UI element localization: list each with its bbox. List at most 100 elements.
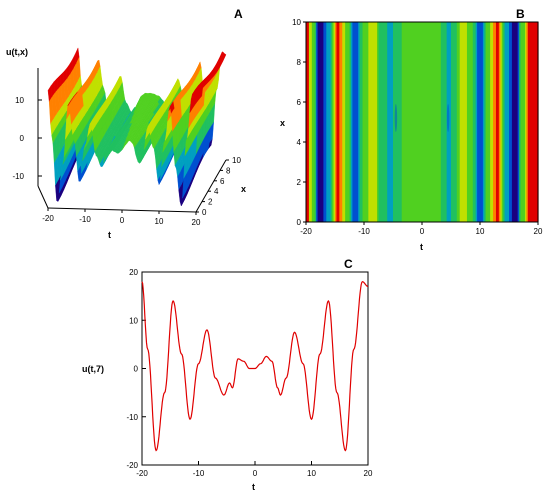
heatmap-plot-b: -20 -10 0 10 20 0 2 4 6 8 10 B t x: [280, 7, 543, 252]
heatmap-cell: [307, 22, 310, 222]
heatmap-cell: [497, 22, 500, 222]
heatmap-cell: [411, 22, 414, 222]
heatmap-cell: [468, 22, 471, 222]
a-x-tick-label: 4: [214, 187, 219, 196]
a-x-tick-label: 0: [202, 208, 207, 217]
a-z-tick-label: 10: [15, 96, 24, 105]
heatmap-cell: [443, 22, 446, 222]
heatmap-cell: [337, 22, 340, 222]
heatmap-cell: [490, 22, 493, 222]
heatmap-cell: [382, 22, 385, 222]
heatmap-cell: [343, 22, 346, 222]
a-z-tick-label: -10: [12, 172, 24, 181]
heatmap-cell: [456, 22, 459, 222]
heatmap-cell: [475, 22, 478, 222]
c-x-tick-label: 0: [253, 469, 258, 478]
c-x-tick-label: 10: [307, 469, 316, 478]
panel-label-c: C: [344, 257, 353, 271]
heatmap-cell: [397, 22, 400, 222]
heatmap-cell: [429, 22, 432, 222]
heatmap-cell: [404, 22, 407, 222]
heatmap-cell: [530, 22, 533, 222]
heatmap-cell: [427, 22, 430, 222]
heatmap-cell: [349, 22, 352, 222]
heatmap-cell: [520, 22, 523, 222]
heatmap-cell: [352, 22, 355, 222]
heatmap-cell: [424, 22, 427, 222]
heatmap-cell: [472, 22, 475, 222]
heatmap-cell: [310, 22, 313, 222]
b-x-tick-label: 20: [534, 227, 543, 236]
heatmap-cell: [371, 22, 374, 222]
c-y-tick-label: 0: [134, 365, 139, 374]
heatmap-cell: [410, 22, 413, 222]
heatmap-cell: [319, 22, 322, 222]
b-x-tick-label: 0: [420, 227, 425, 236]
heatmap-cell: [459, 22, 462, 222]
heatmap-cell: [407, 22, 410, 222]
heatmap-cell: [372, 22, 375, 222]
a-t-axis-label: t: [108, 230, 111, 240]
heatmap-cell: [384, 22, 387, 222]
heatmap-cell: [340, 22, 343, 222]
heatmap-cell: [359, 22, 362, 222]
b-y-tick-label: 6: [297, 98, 302, 107]
c-x-tick-label: 20: [364, 469, 373, 478]
heatmap-cell: [527, 22, 530, 222]
heatmap-cell: [432, 22, 435, 222]
heatmap-cell: [507, 22, 510, 222]
a-t-tick-label: 0: [120, 216, 125, 225]
b-y-axis-label: x: [280, 118, 285, 128]
c-y-tick-label: 20: [129, 268, 138, 277]
heatmap-cell: [385, 22, 388, 222]
heatmap-cell: [495, 22, 498, 222]
heatmap-cell: [535, 22, 538, 222]
heatmap-cell: [533, 22, 536, 222]
a-t-tick-label: -20: [42, 214, 54, 223]
a-x-axis: [195, 159, 227, 213]
heatmap-cell: [513, 22, 516, 222]
heatmap-cell: [375, 22, 378, 222]
heatmap-cell: [426, 22, 429, 222]
heatmap-cell: [436, 22, 439, 222]
heatmap-cell: [523, 22, 526, 222]
heatmap-cell: [393, 22, 396, 222]
heatmap-cell: [313, 22, 316, 222]
a-x-tick-label: 8: [226, 166, 231, 175]
heatmap-cell: [365, 22, 368, 222]
heatmap-cell: [488, 22, 491, 222]
heatmap-cell: [430, 22, 433, 222]
heatmap-cell: [510, 22, 513, 222]
heatmap-cell: [400, 22, 403, 222]
heatmap-cell: [342, 22, 345, 222]
heatmap-bands: [306, 22, 539, 222]
heatmap-cell: [355, 22, 358, 222]
heatmap-cell: [391, 22, 394, 222]
heatmap-cell: [330, 22, 333, 222]
surface-mesh: [47, 47, 227, 207]
heatmap-cell: [517, 22, 520, 222]
heatmap-cell: [500, 22, 503, 222]
heatmap-cell: [317, 22, 320, 222]
heatmap-cell: [414, 22, 417, 222]
heatmap-cell: [366, 22, 369, 222]
heatmap-cell: [481, 22, 484, 222]
heatmap-cell: [387, 22, 390, 222]
heatmap-cell: [374, 22, 377, 222]
heatmap-cell: [329, 22, 332, 222]
heatmap-cell: [494, 22, 497, 222]
heatmap-cell: [462, 22, 465, 222]
a-t-tick-label: 20: [192, 218, 201, 227]
heatmap-cell: [308, 22, 311, 222]
heatmap-cell: [465, 22, 468, 222]
panel-label-b: B: [516, 7, 525, 21]
heatmap-cell: [493, 22, 496, 222]
c-y-tick-label: -10: [126, 413, 138, 422]
heatmap-cell: [482, 22, 485, 222]
heatmap-cell: [519, 22, 522, 222]
heatmap-cell: [327, 22, 330, 222]
heatmap-cell: [406, 22, 409, 222]
line-plot-c: -20 -10 0 10 20 20 10 0 -10 -20 C t u(t,7): [82, 257, 373, 492]
heatmap-cell: [532, 22, 535, 222]
